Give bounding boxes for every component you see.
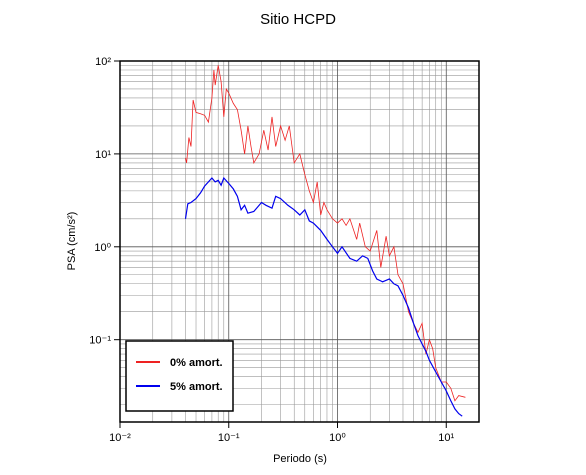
legend: 0% amort. 5% amort.	[125, 340, 234, 412]
chart-title: Sitio HCPD	[260, 11, 336, 28]
x-tick-label: 10⁰	[329, 432, 346, 444]
y-tick-label: 10⁻¹	[89, 335, 111, 347]
y-tick-label: 10²	[95, 56, 111, 68]
x-axis-label: Periodo (s)	[273, 453, 327, 465]
x-tick-label: 10¹	[438, 432, 454, 444]
y-axis-label: PSA (cm/s²)	[66, 212, 78, 271]
data-line	[184, 176, 463, 417]
legend-label: 5% amort.	[170, 381, 223, 393]
legend-label: 0% amort.	[170, 357, 223, 369]
plot-frame	[119, 60, 480, 423]
y-tick-label: 10¹	[95, 149, 111, 161]
y-tick-label: 10⁰	[94, 242, 111, 254]
x-tick-label: 10⁻¹	[218, 432, 240, 444]
x-tick-label: 10⁻²	[109, 432, 131, 444]
legend-box	[125, 340, 234, 412]
